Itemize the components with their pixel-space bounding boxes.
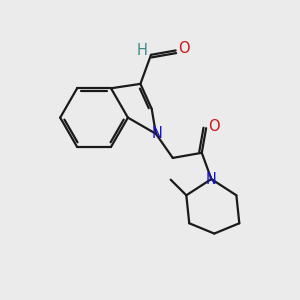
Text: H: H bbox=[137, 44, 148, 59]
Text: O: O bbox=[208, 119, 220, 134]
Text: N: N bbox=[151, 126, 162, 141]
Text: O: O bbox=[178, 41, 190, 56]
Text: N: N bbox=[206, 172, 217, 187]
